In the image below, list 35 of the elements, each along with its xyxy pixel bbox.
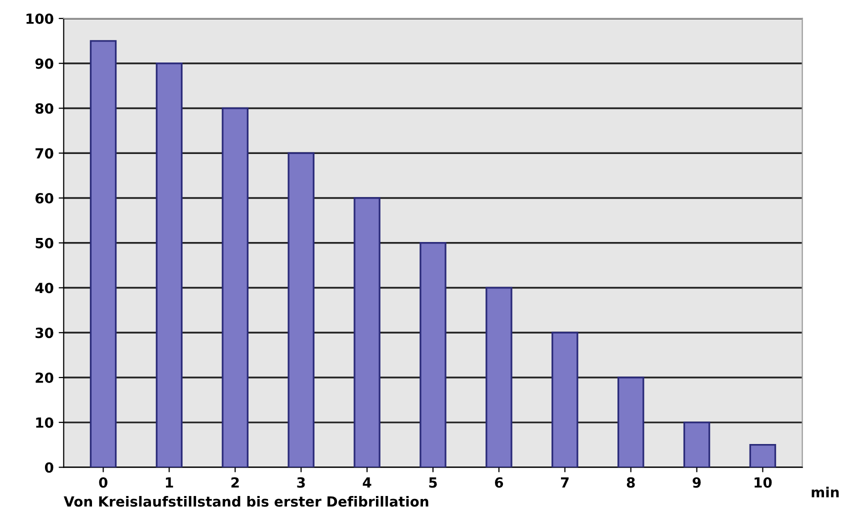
y-tick-label: 20 (36, 372, 54, 383)
x-tick-label: 8 (626, 477, 635, 488)
x-tick-label: 3 (297, 477, 305, 488)
x-tick-label: 10 (754, 477, 772, 488)
y-tick-label: 0 (44, 462, 54, 473)
bar (749, 444, 776, 468)
text: min (812, 486, 839, 498)
x-tick-label: 9 (692, 477, 701, 488)
bar (486, 286, 512, 468)
x-tick-label: 2 (231, 477, 239, 488)
y-tick-label: 70 (36, 148, 54, 159)
bar (156, 62, 183, 468)
y-tick-label: 100 (26, 13, 54, 24)
x-tick-label: 0 (99, 477, 108, 488)
bar (288, 152, 314, 468)
bar (222, 107, 249, 468)
x-tick-label: 1 (166, 477, 174, 488)
x-tick-label: 5 (429, 477, 437, 488)
bar (420, 242, 446, 468)
bar (617, 376, 644, 468)
x-tick-label: 6 (494, 477, 504, 488)
y-tick-label: 60 (35, 192, 54, 204)
x-tick-label: 4 (362, 477, 372, 488)
bar (683, 422, 710, 468)
y-tick-label: 10 (36, 417, 54, 428)
bar (552, 332, 578, 468)
bar (90, 40, 117, 468)
y-tick-label: 90 (35, 58, 54, 69)
y-tick-label: 40 (35, 282, 54, 294)
x-tick-label: 7 (560, 477, 569, 488)
x-axis-title: Von Kreislaufstillstand bis erster Defibrillation (64, 496, 428, 507)
y-tick-label: 80 (35, 103, 54, 114)
bar (354, 197, 380, 468)
y-tick-label: 30 (36, 328, 54, 338)
y-tick-label: 50 (36, 238, 54, 248)
